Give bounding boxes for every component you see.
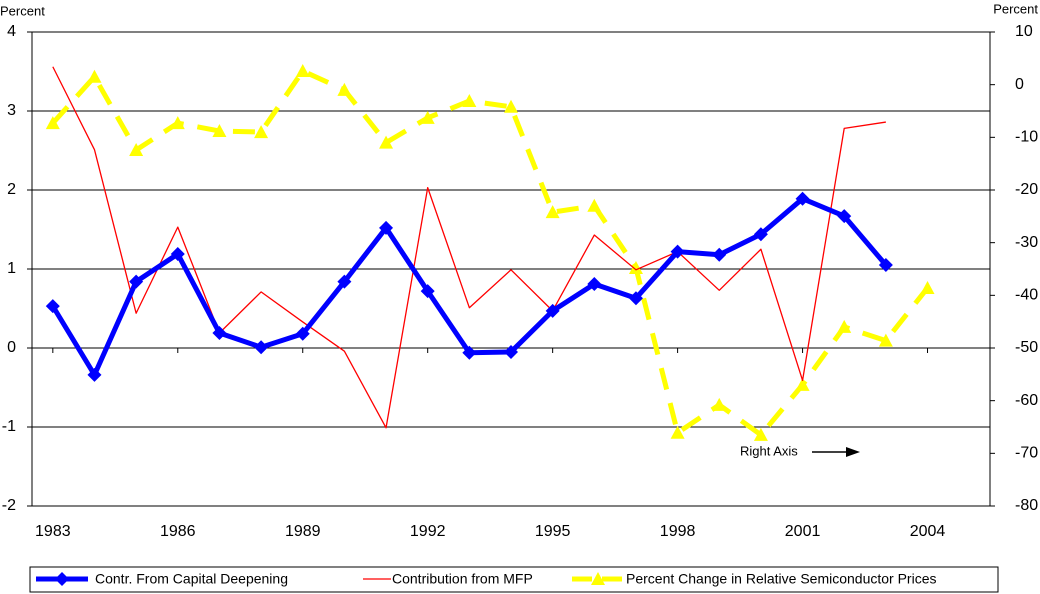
x-tick-label: 2004 [910,523,946,540]
y2-tick-label: -10 [1015,129,1038,146]
point [878,258,893,273]
legend-marker [591,572,605,585]
point [504,99,518,113]
series-line [52,66,886,429]
y2-tick-label: -70 [1015,445,1038,462]
point [87,69,102,83]
point [295,63,310,77]
point [45,116,60,130]
x-tick-label: 1995 [535,523,571,540]
point [45,299,60,314]
point [712,247,727,262]
point [795,377,810,391]
point [795,191,810,206]
annotation: Right Axis [740,443,798,458]
legend-marker [55,572,69,586]
point [920,280,935,294]
point [420,110,435,124]
point [712,397,727,411]
point [379,220,394,235]
point [129,142,144,156]
y2-tick-label: 0 [1015,76,1024,93]
point [170,116,185,130]
point [462,93,477,107]
point [628,291,643,306]
legend-label: Percent Change in Relative Semiconductor… [626,571,937,587]
point [753,227,768,242]
y-tick-label: 0 [7,339,16,356]
point [670,244,685,259]
y-tick-label: 2 [7,181,16,198]
point [337,82,352,96]
y-tick-label: -2 [2,497,16,514]
point [254,340,269,355]
y-tick-label: 1 [7,260,16,277]
point [504,344,518,359]
y2-tick-label: -40 [1015,287,1038,304]
point [878,333,893,347]
point [420,284,435,299]
point [545,205,560,219]
point [379,135,394,149]
y-tick-label: 4 [7,23,16,40]
annotation-arrowhead [846,447,860,457]
y2-tick-label: 10 [1015,23,1033,40]
x-tick-label: 1992 [410,523,446,540]
x-tick-label: 1983 [35,523,71,540]
y2-tick-label: -30 [1015,234,1038,251]
y2-axis-label: Percent [993,1,1038,16]
point [254,125,269,139]
point [587,277,602,292]
series-line [50,68,930,438]
y2-tick-label: -50 [1015,339,1038,356]
point [587,198,602,212]
x-tick-label: 1989 [285,523,321,540]
y-axis-label: Percent [0,3,45,18]
y2-tick-label: -20 [1015,181,1038,198]
y-tick-label: -1 [2,418,16,435]
x-tick-label: 2001 [785,523,821,540]
point [628,260,643,274]
point [87,367,102,382]
point [212,325,227,340]
point [212,124,227,138]
y-tick-label: 3 [7,102,16,119]
legend-box [29,566,999,593]
point [170,246,185,261]
x-tick-label: 1986 [160,523,196,540]
point [753,427,768,441]
point [462,345,477,360]
legend-label: Contr. From Capital Deepening [95,571,288,587]
point [837,319,852,333]
point [337,274,352,289]
point [837,209,852,224]
point [545,303,560,318]
y2-tick-label: -60 [1015,392,1038,409]
x-tick-label: 1998 [660,523,696,540]
legend-label: Contribution from MFP [392,571,533,587]
point [129,274,144,289]
y2-tick-label: -80 [1015,497,1038,514]
point [295,326,310,341]
point [670,425,685,439]
